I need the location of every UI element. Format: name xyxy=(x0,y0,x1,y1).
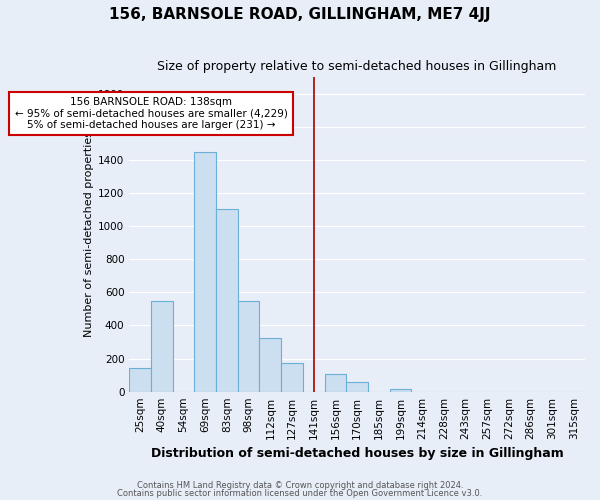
Bar xyxy=(325,374,346,392)
Title: Size of property relative to semi-detached houses in Gillingham: Size of property relative to semi-detach… xyxy=(157,60,557,73)
Bar xyxy=(194,152,216,392)
Text: Contains HM Land Registry data © Crown copyright and database right 2024.: Contains HM Land Registry data © Crown c… xyxy=(137,480,463,490)
Bar xyxy=(151,302,173,392)
Text: Contains public sector information licensed under the Open Government Licence v3: Contains public sector information licen… xyxy=(118,489,482,498)
Bar xyxy=(238,302,259,392)
Bar xyxy=(389,389,412,392)
X-axis label: Distribution of semi-detached houses by size in Gillingham: Distribution of semi-detached houses by … xyxy=(151,447,563,460)
Bar xyxy=(216,210,238,392)
Bar xyxy=(346,382,368,392)
Bar xyxy=(129,368,151,392)
Bar xyxy=(259,338,281,392)
Text: 156 BARNSOLE ROAD: 138sqm
← 95% of semi-detached houses are smaller (4,229)
5% o: 156 BARNSOLE ROAD: 138sqm ← 95% of semi-… xyxy=(14,97,287,130)
Y-axis label: Number of semi-detached properties: Number of semi-detached properties xyxy=(84,132,94,338)
Bar xyxy=(281,362,303,392)
Text: 156, BARNSOLE ROAD, GILLINGHAM, ME7 4JJ: 156, BARNSOLE ROAD, GILLINGHAM, ME7 4JJ xyxy=(109,8,491,22)
